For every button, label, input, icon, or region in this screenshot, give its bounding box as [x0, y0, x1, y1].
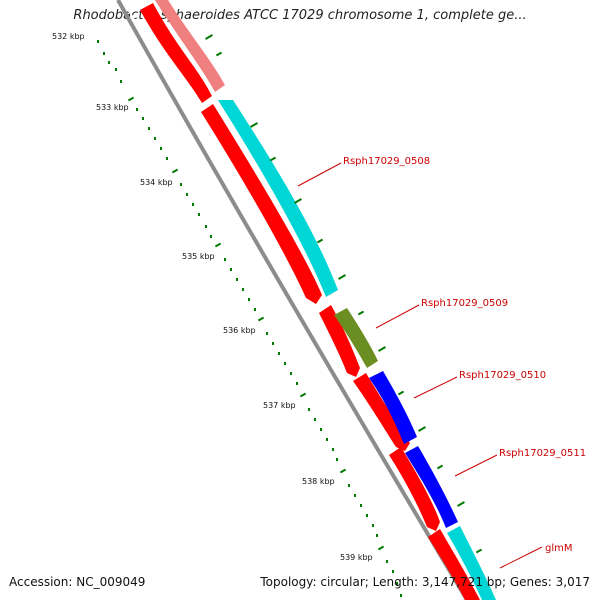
scale-label: 533 kbp [96, 103, 129, 112]
map-title: Rhodobacter sphaeroides ATCC 17029 chrom… [73, 8, 527, 23]
scale-label: 539 kbp [340, 553, 373, 562]
backbone [116, 0, 473, 600]
reverse-strand [140, 3, 480, 600]
scale-label: 534 kbp [140, 178, 173, 187]
gene-label-rsph17029-0509: Rsph17029_0509 [421, 298, 508, 309]
scale-ticks [97, 40, 402, 597]
scale-label: 532 kbp [52, 32, 85, 41]
gene-label-rsph17029-0508: Rsph17029_0508 [343, 156, 430, 167]
gene-label-rsph17029-0510: Rsph17029_0510 [459, 370, 546, 381]
forward-strand [155, 0, 496, 600]
scale-label: 535 kbp [182, 252, 215, 261]
accession-text: Accession: NC_009049 [9, 575, 146, 589]
gene-label-glmm: glmM [545, 543, 573, 554]
scale-label: 538 kbp [302, 477, 335, 486]
gene-callouts[interactable]: Rsph17029_0508 Rsph17029_0509 Rsph17029_… [297, 156, 586, 569]
gene-label-rsph17029-0511: Rsph17029_0511 [499, 448, 586, 459]
scale-label: 537 kbp [263, 401, 296, 410]
topology-summary: Topology: circular; Length: 3,147,721 bp… [260, 575, 590, 589]
scale-label: 536 kbp [223, 326, 256, 335]
outer-ticks [205, 34, 483, 554]
scale-labels: 532 kbp 533 kbp 534 kbp 535 kbp 536 kbp … [52, 32, 373, 562]
